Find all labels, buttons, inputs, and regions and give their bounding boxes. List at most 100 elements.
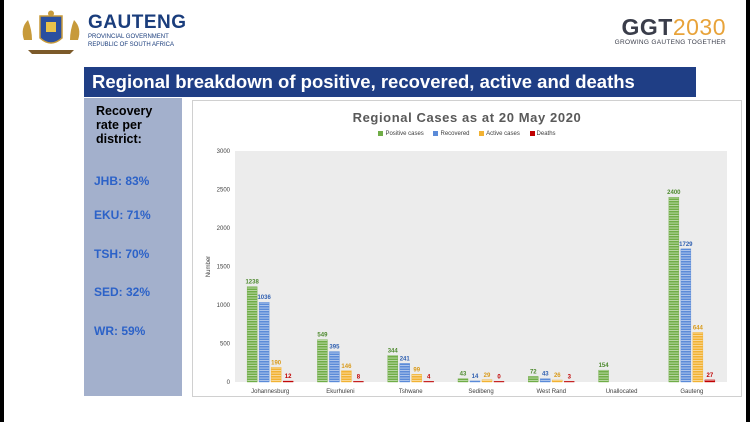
slide-title: Regional breakdown of positive, recovere… — [84, 67, 696, 97]
data-label: 154 — [599, 363, 610, 369]
legend-item: Deaths — [529, 131, 556, 138]
bar — [469, 380, 481, 383]
org-name: GAUTENG — [88, 12, 187, 33]
recovery-sidebar: Recovery rate per district: JHB: 83% EKU… — [84, 98, 182, 396]
legend-item: Recovered — [433, 131, 470, 138]
bar — [387, 355, 398, 383]
y-tick-label: 0 — [227, 380, 231, 386]
ggt2030-logo: GGT2030 GROWING GAUTENG TOGETHER — [526, 14, 726, 47]
y-tick-label: 3000 — [217, 149, 231, 155]
bar — [598, 369, 609, 383]
bar — [680, 248, 692, 383]
bar — [270, 367, 282, 383]
y-tick-label: 500 — [220, 342, 231, 348]
x-tick-label: Sedibeng — [468, 389, 493, 395]
data-label: 99 — [413, 367, 420, 373]
data-label: 1036 — [257, 295, 271, 301]
data-label: 2400 — [667, 190, 681, 196]
legend-swatch — [479, 131, 485, 136]
rate-sed: SED: 32% — [94, 285, 151, 299]
sidebar-heading: Recovery rate per district: — [96, 104, 153, 146]
org-country: REPUBLIC OF SOUTH AFRICA — [88, 42, 175, 48]
legend-label: Positive cases — [385, 131, 424, 138]
y-tick-label: 1000 — [217, 303, 231, 309]
bar — [411, 374, 422, 383]
bar — [692, 332, 704, 383]
data-label: 8 — [357, 374, 361, 380]
data-label: 27 — [707, 373, 714, 379]
bar — [329, 351, 340, 383]
data-label: 190 — [271, 360, 282, 366]
bar — [481, 379, 493, 383]
data-label: 0 — [497, 374, 501, 380]
bar — [341, 370, 352, 383]
legend-swatch — [378, 131, 384, 136]
data-label: 43 — [542, 372, 549, 378]
bar — [353, 381, 364, 383]
bar-chart: 050010001500200025003000Number1238103619… — [206, 149, 727, 395]
data-label: 344 — [388, 349, 399, 355]
bar — [552, 379, 563, 383]
coat-of-arms-icon — [22, 10, 80, 54]
x-tick-label: Ekurhuleni — [326, 389, 354, 395]
data-label: 12 — [285, 374, 292, 380]
legend-label: Recovered — [440, 131, 470, 138]
plot-area — [235, 151, 727, 382]
x-tick-label: West Rand — [536, 389, 566, 395]
ggt-logo-main: GGT — [621, 14, 673, 40]
data-label: 644 — [693, 325, 704, 331]
chart-title: Regional Cases as at 20 May 2020 — [352, 110, 582, 125]
x-tick-label: Tshwane — [399, 389, 423, 395]
bar — [317, 339, 328, 383]
data-label: 72 — [530, 369, 537, 375]
data-label: 241 — [400, 356, 411, 362]
bar — [246, 286, 258, 383]
data-label: 4 — [427, 374, 431, 380]
legend-swatch — [529, 131, 535, 136]
x-tick-label: Johannesburg — [251, 389, 289, 395]
y-tick-label: 2500 — [217, 188, 231, 194]
bar — [423, 381, 434, 383]
ggt-logo-year: 2030 — [672, 14, 726, 40]
chart-container: Regional Cases as at 20 May 2020 Positiv… — [192, 100, 742, 397]
bar — [540, 378, 551, 383]
chart-legend: Positive cases Recovered Active cases De… — [193, 131, 741, 137]
y-tick-label: 2000 — [217, 226, 231, 232]
data-label: 1729 — [679, 242, 693, 248]
legend-label: Deaths — [536, 131, 556, 138]
gauteng-logo: GAUTENG PROVINCIAL GOVERNMENT REPUBLIC O… — [18, 10, 318, 58]
x-tick-label: Gauteng — [680, 389, 703, 395]
data-label: 3 — [568, 374, 572, 380]
ggt-tagline: GROWING GAUTENG TOGETHER — [614, 39, 726, 46]
data-label: 549 — [317, 333, 328, 339]
bar — [668, 196, 680, 383]
y-axis-label: Number — [206, 256, 212, 277]
legend-item: Positive cases — [378, 131, 424, 138]
legend-item: Active cases — [479, 131, 520, 137]
rate-wr: WR: 59% — [94, 324, 146, 338]
x-tick-label: Unallocated — [606, 389, 638, 395]
rate-eku: EKU: 71% — [94, 208, 151, 222]
bar — [282, 380, 294, 383]
legend-swatch — [433, 131, 439, 136]
data-label: 43 — [460, 372, 467, 378]
bar — [564, 381, 575, 383]
slide: GAUTENG PROVINCIAL GOVERNMENT REPUBLIC O… — [4, 0, 746, 422]
rate-tsh: TSH: 70% — [94, 247, 150, 261]
bar — [399, 363, 410, 383]
data-label: 26 — [554, 373, 561, 379]
bar — [704, 379, 716, 383]
org-subtitle: PROVINCIAL GOVERNMENT — [88, 34, 169, 40]
data-label: 1238 — [245, 280, 259, 286]
bar — [528, 376, 539, 383]
data-label: 395 — [329, 345, 340, 351]
bar — [493, 381, 505, 383]
bar — [457, 378, 469, 383]
data-label: 146 — [341, 364, 352, 370]
y-tick-label: 1500 — [217, 265, 231, 271]
bar — [258, 302, 270, 383]
data-label: 29 — [484, 373, 491, 379]
rate-jhb: JHB: 83% — [94, 174, 150, 188]
legend-label: Active cases — [486, 131, 520, 138]
data-label: 14 — [472, 374, 479, 380]
